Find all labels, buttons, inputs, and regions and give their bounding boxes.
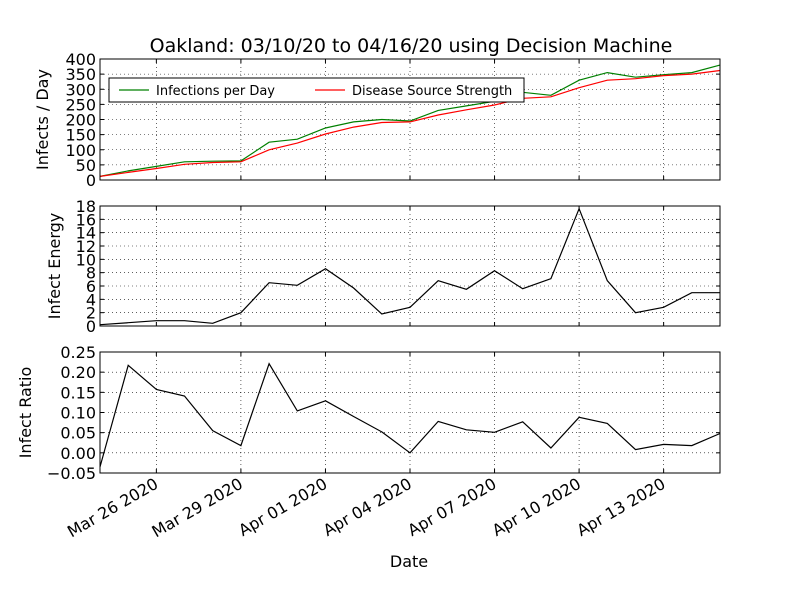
y-tick-label: 350	[65, 65, 96, 84]
legend-label: Infections per Day	[156, 84, 275, 99]
y-tick-label: 18	[76, 197, 96, 216]
x-tick-label: Apr 07 2020	[404, 474, 499, 540]
x-axis-label: Date	[390, 552, 428, 571]
y-axis-label: Infect Ratio	[16, 367, 35, 459]
x-tick-label: Apr 04 2020	[320, 474, 415, 540]
x-tick-label: Mar 29 2020	[149, 474, 246, 541]
y-tick-label: 0	[86, 171, 96, 190]
y-tick-label: 100	[65, 141, 96, 160]
x-tick-label: Apr 13 2020	[573, 474, 668, 540]
y-tick-label: 0.05	[60, 424, 96, 443]
y-tick-label: 14	[76, 224, 96, 243]
y-tick-label: 12	[76, 237, 96, 256]
y-tick-label: 0.20	[60, 363, 96, 382]
legend: Infections per Day Disease Source Strengt…	[108, 77, 525, 103]
y-tick-label: 200	[65, 111, 96, 130]
panel-frame	[99, 351, 721, 474]
panel-frame	[99, 58, 721, 181]
y-tick-label: 10	[76, 250, 96, 269]
y-tick-label: 50	[76, 156, 96, 175]
y-tick-label: 250	[65, 95, 96, 114]
series-line-infect-ratio	[99, 362, 721, 468]
x-tick-label: Apr 01 2020	[235, 474, 330, 540]
x-tick-label: Mar 26 2020	[64, 474, 161, 541]
y-tick-label: 2	[86, 304, 96, 323]
y-tick-label: −0.05	[47, 464, 96, 483]
y-tick-label: 0.10	[60, 404, 96, 423]
y-tick-label: 16	[76, 210, 96, 229]
series-line-infect-energy	[99, 207, 720, 326]
chart-title: Oakland: 03/10/20 to 04/16/20 using Deci…	[150, 35, 673, 57]
y-tick-label: 4	[86, 290, 96, 309]
y-tick-label: 0.15	[60, 383, 96, 402]
y-tick-label: 300	[65, 80, 96, 99]
panel-3: −0.050.000.050.10 0.150.200.25 Infect Rati…	[16, 343, 721, 483]
y-tick-label: 6	[86, 277, 96, 296]
y-tick-label: 8	[86, 264, 96, 283]
y-axis-label: Infects / Day	[33, 69, 52, 170]
y-tick-label: 400	[65, 50, 96, 69]
panel-frame	[99, 205, 721, 327]
y-tick-label: 0.25	[60, 343, 96, 362]
y-tick-label: 0	[86, 317, 96, 336]
series-line-infections-per-day	[99, 64, 721, 177]
y-axis-label: Infect Energy	[45, 213, 64, 320]
y-tick-label: 150	[65, 126, 96, 145]
legend-label: Disease Source Strength	[352, 84, 512, 99]
series-line-disease-source-strength	[99, 69, 721, 177]
y-tick-label: 0.00	[60, 444, 96, 463]
x-tick-label: Apr 10 2020	[489, 474, 584, 540]
